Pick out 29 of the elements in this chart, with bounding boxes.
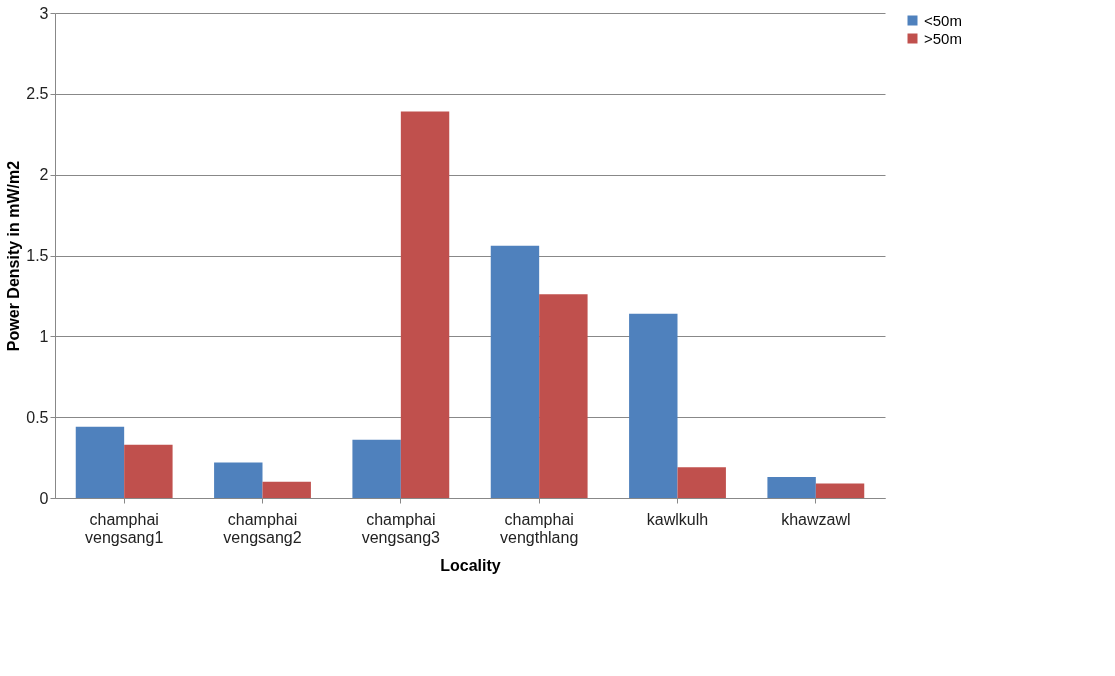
bar xyxy=(767,476,816,498)
y-axis-title: Power Density in mW/m2 xyxy=(5,160,23,352)
bar xyxy=(214,462,263,498)
x-tick-label: champhai vengsang1 xyxy=(85,510,164,546)
bar xyxy=(124,444,173,498)
y-tick-label: 3 xyxy=(39,4,49,22)
x-tick-label: khawzawl xyxy=(781,510,851,528)
bar xyxy=(677,467,726,498)
bar xyxy=(352,439,401,498)
bar xyxy=(262,481,311,498)
x-tick-label: champhai vengsang2 xyxy=(223,510,302,546)
x-axis-title: Locality xyxy=(440,556,501,574)
x-tick-label: champhai vengsang3 xyxy=(361,510,441,546)
y-tick-label: 2.5 xyxy=(26,85,49,103)
bar xyxy=(539,294,588,498)
legend-label: >50m xyxy=(924,29,962,47)
y-tick-label: 1.5 xyxy=(26,247,49,264)
y-tick-label: 0.5 xyxy=(26,408,49,426)
x-tick-label: kawlkulh xyxy=(646,510,709,528)
bar xyxy=(490,245,540,498)
legend-label: <50m xyxy=(924,11,962,29)
y-tick-label: 0 xyxy=(39,489,49,507)
bar xyxy=(629,313,678,498)
bar xyxy=(815,483,865,498)
bar xyxy=(75,426,125,498)
bar xyxy=(400,111,450,498)
y-tick-label: 1 xyxy=(39,327,49,345)
y-tick-label: 2 xyxy=(39,166,49,184)
x-tick-label: champhai vengthlang xyxy=(500,510,579,546)
